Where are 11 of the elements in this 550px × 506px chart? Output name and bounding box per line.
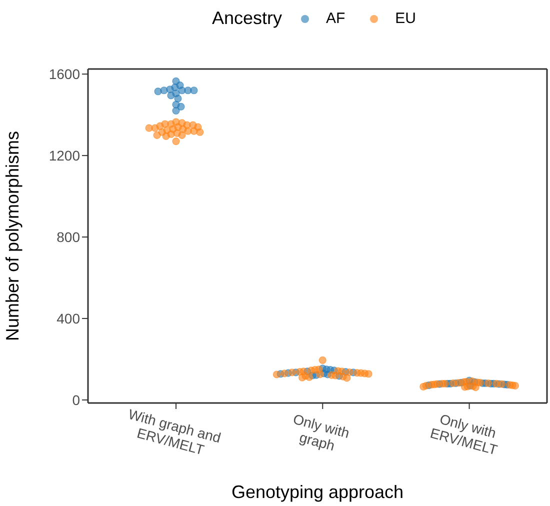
legend-title: Ancestry: [212, 8, 282, 29]
y-tick-label: 400: [56, 310, 80, 326]
y-tick-label: 1200: [48, 148, 80, 164]
legend-label: EU: [394, 10, 416, 27]
y-tick-label: 1600: [48, 66, 80, 82]
x-tick-label: Only with graph: [291, 410, 352, 454]
x-axis-title: Genotyping approach: [231, 482, 404, 502]
y-tick-label: 800: [56, 228, 80, 245]
legend-label: AF: [325, 10, 346, 27]
y-axis-title: Number of polymorphisms: [2, 130, 22, 342]
y-tick-label: 0: [72, 392, 80, 408]
